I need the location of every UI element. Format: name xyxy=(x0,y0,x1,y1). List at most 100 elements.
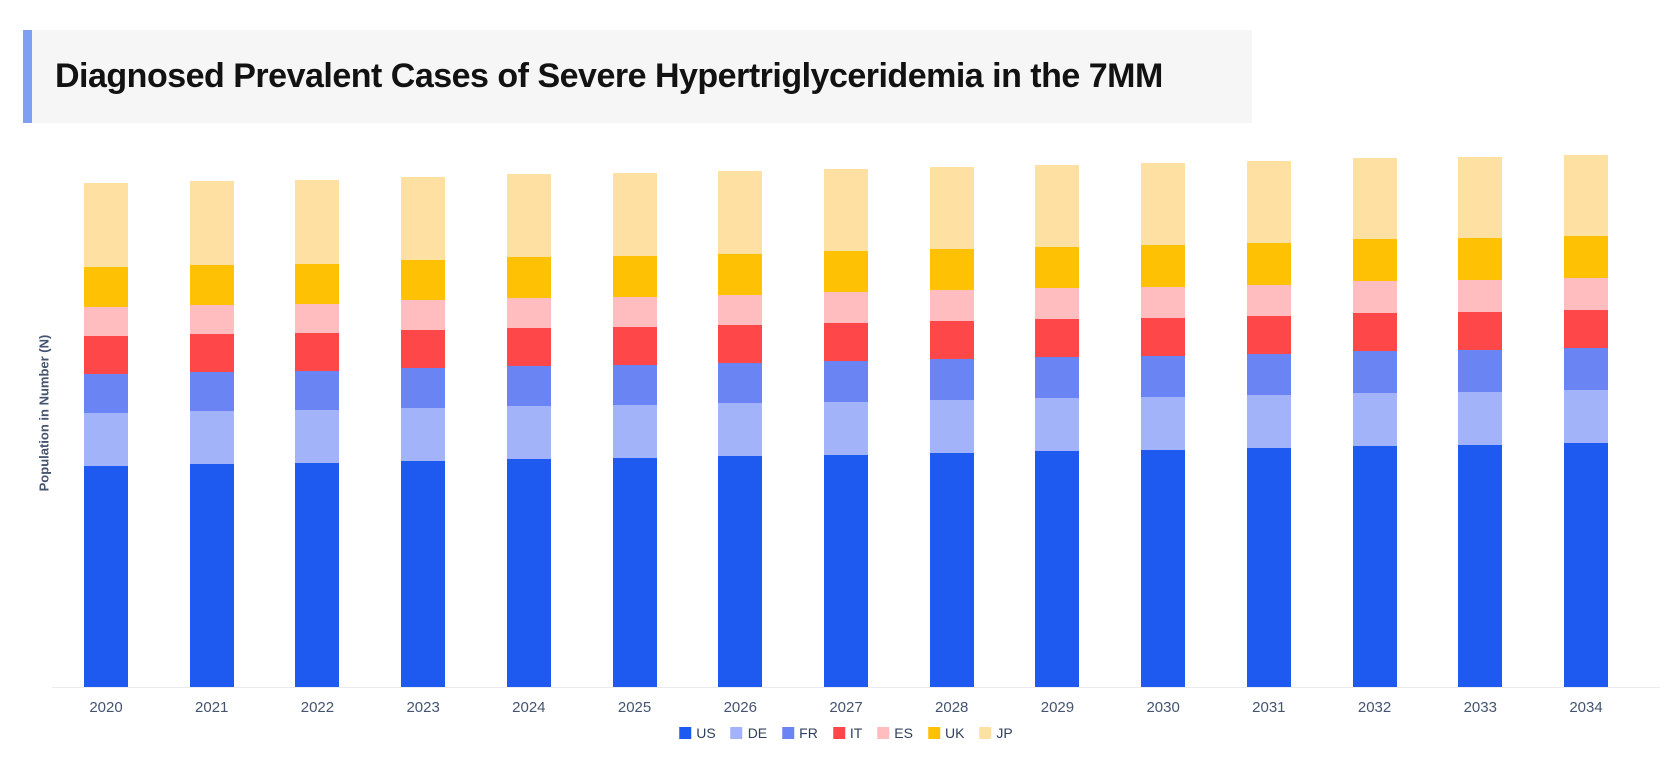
bar-segment-IT-2033[interactable] xyxy=(1458,312,1503,350)
bar-segment-UK-2033[interactable] xyxy=(1458,238,1503,280)
bar-segment-ES-2025[interactable] xyxy=(612,297,657,327)
bar-segment-DE-2023[interactable] xyxy=(401,408,446,461)
bar-segment-US-2031[interactable] xyxy=(1246,448,1291,687)
bar-segment-DE-2020[interactable] xyxy=(84,413,128,466)
stacked-bar-2028[interactable] xyxy=(929,167,974,687)
bar-segment-UK-2026[interactable] xyxy=(718,254,763,295)
bar-segment-JP-2034[interactable] xyxy=(1564,155,1608,236)
bar-segment-UK-2032[interactable] xyxy=(1352,239,1397,281)
bar-segment-DE-2021[interactable] xyxy=(189,411,234,464)
stacked-bar-2026[interactable] xyxy=(718,171,763,687)
bar-segment-JP-2024[interactable] xyxy=(506,174,551,257)
bar-segment-FR-2026[interactable] xyxy=(718,363,763,403)
stacked-bar-2032[interactable] xyxy=(1352,158,1397,687)
legend-item-JP[interactable]: JP xyxy=(979,725,1013,741)
bar-segment-ES-2029[interactable] xyxy=(1035,288,1080,319)
bar-segment-US-2025[interactable] xyxy=(612,458,657,687)
bar-segment-US-2023[interactable] xyxy=(401,461,446,687)
bar-segment-IT-2029[interactable] xyxy=(1035,319,1080,357)
bar-segment-FR-2031[interactable] xyxy=(1246,354,1291,395)
bar-segment-DE-2030[interactable] xyxy=(1141,397,1186,450)
stacked-bar-2025[interactable] xyxy=(612,173,657,687)
bar-segment-FR-2021[interactable] xyxy=(189,372,234,411)
bar-segment-IT-2026[interactable] xyxy=(718,325,763,363)
bar-segment-IT-2031[interactable] xyxy=(1246,316,1291,354)
bar-segment-ES-2026[interactable] xyxy=(718,295,763,325)
bar-segment-UK-2027[interactable] xyxy=(824,251,868,292)
bar-segment-US-2020[interactable] xyxy=(84,466,128,687)
bar-segment-US-2033[interactable] xyxy=(1458,445,1503,687)
bar-segment-FR-2029[interactable] xyxy=(1035,357,1080,398)
bar-segment-DE-2029[interactable] xyxy=(1035,398,1080,451)
bar-segment-IT-2027[interactable] xyxy=(824,323,868,361)
bar-segment-FR-2020[interactable] xyxy=(84,374,128,413)
bar-segment-FR-2027[interactable] xyxy=(824,361,868,402)
bar-segment-US-2026[interactable] xyxy=(718,456,763,687)
bar-segment-JP-2022[interactable] xyxy=(295,180,340,264)
bar-segment-IT-2024[interactable] xyxy=(506,328,551,366)
bar-segment-JP-2031[interactable] xyxy=(1246,161,1291,243)
bar-segment-UK-2028[interactable] xyxy=(929,249,974,290)
bar-segment-US-2028[interactable] xyxy=(929,453,974,687)
bar-segment-ES-2028[interactable] xyxy=(929,290,974,321)
bar-segment-JP-2033[interactable] xyxy=(1458,157,1503,238)
bar-segment-FR-2023[interactable] xyxy=(401,368,446,408)
legend-item-UK[interactable]: UK xyxy=(927,725,964,741)
bar-segment-JP-2020[interactable] xyxy=(84,183,128,267)
bar-segment-IT-2025[interactable] xyxy=(612,327,657,365)
bar-segment-IT-2022[interactable] xyxy=(295,333,340,371)
bar-segment-UK-2020[interactable] xyxy=(84,267,128,307)
bar-segment-US-2032[interactable] xyxy=(1352,446,1397,687)
bar-segment-DE-2033[interactable] xyxy=(1458,392,1503,445)
bar-segment-UK-2024[interactable] xyxy=(506,257,551,298)
bar-segment-FR-2024[interactable] xyxy=(506,366,551,406)
bar-segment-US-2030[interactable] xyxy=(1141,450,1186,687)
bar-segment-JP-2028[interactable] xyxy=(929,167,974,249)
bar-segment-JP-2032[interactable] xyxy=(1352,158,1397,239)
bar-segment-DE-2022[interactable] xyxy=(295,410,340,463)
stacked-bar-2021[interactable] xyxy=(189,181,234,687)
bar-segment-DE-2032[interactable] xyxy=(1352,393,1397,446)
bar-segment-JP-2030[interactable] xyxy=(1141,163,1186,245)
bar-segment-IT-2032[interactable] xyxy=(1352,313,1397,351)
legend-item-IT[interactable]: IT xyxy=(832,725,862,741)
bar-segment-FR-2025[interactable] xyxy=(612,365,657,405)
stacked-bar-2027[interactable] xyxy=(824,169,868,687)
bar-segment-DE-2026[interactable] xyxy=(718,403,763,456)
bar-segment-UK-2031[interactable] xyxy=(1246,243,1291,285)
bar-segment-FR-2030[interactable] xyxy=(1141,356,1186,397)
stacked-bar-2031[interactable] xyxy=(1246,161,1291,687)
bar-segment-FR-2028[interactable] xyxy=(929,359,974,400)
bar-segment-JP-2021[interactable] xyxy=(189,181,234,265)
bar-segment-JP-2029[interactable] xyxy=(1035,165,1080,247)
bar-segment-JP-2023[interactable] xyxy=(401,177,446,260)
bar-segment-FR-2034[interactable] xyxy=(1564,348,1608,390)
stacked-bar-2029[interactable] xyxy=(1035,165,1080,687)
bar-segment-DE-2028[interactable] xyxy=(929,400,974,453)
bar-segment-DE-2027[interactable] xyxy=(824,402,868,455)
bar-segment-ES-2032[interactable] xyxy=(1352,281,1397,313)
stacked-bar-2023[interactable] xyxy=(401,177,446,687)
bar-segment-ES-2034[interactable] xyxy=(1564,278,1608,310)
stacked-bar-2022[interactable] xyxy=(295,180,340,687)
bar-segment-FR-2033[interactable] xyxy=(1458,350,1503,392)
legend-item-FR[interactable]: FR xyxy=(782,725,818,741)
bar-segment-UK-2025[interactable] xyxy=(612,256,657,297)
bar-segment-US-2034[interactable] xyxy=(1564,443,1608,687)
bar-segment-IT-2028[interactable] xyxy=(929,321,974,359)
bar-segment-ES-2033[interactable] xyxy=(1458,280,1503,312)
stacked-bar-2020[interactable] xyxy=(84,183,128,687)
bar-segment-US-2024[interactable] xyxy=(506,459,551,687)
stacked-bar-2030[interactable] xyxy=(1141,163,1186,687)
bar-segment-DE-2031[interactable] xyxy=(1246,395,1291,448)
bar-segment-US-2027[interactable] xyxy=(824,455,868,687)
bar-segment-ES-2031[interactable] xyxy=(1246,285,1291,316)
bar-segment-UK-2021[interactable] xyxy=(189,265,234,305)
bar-segment-ES-2021[interactable] xyxy=(189,305,234,334)
bar-segment-US-2021[interactable] xyxy=(189,464,234,687)
stacked-bar-2033[interactable] xyxy=(1458,157,1503,687)
bar-segment-DE-2024[interactable] xyxy=(506,406,551,459)
bar-segment-UK-2029[interactable] xyxy=(1035,247,1080,288)
bar-segment-IT-2023[interactable] xyxy=(401,330,446,368)
bar-segment-IT-2021[interactable] xyxy=(189,334,234,372)
